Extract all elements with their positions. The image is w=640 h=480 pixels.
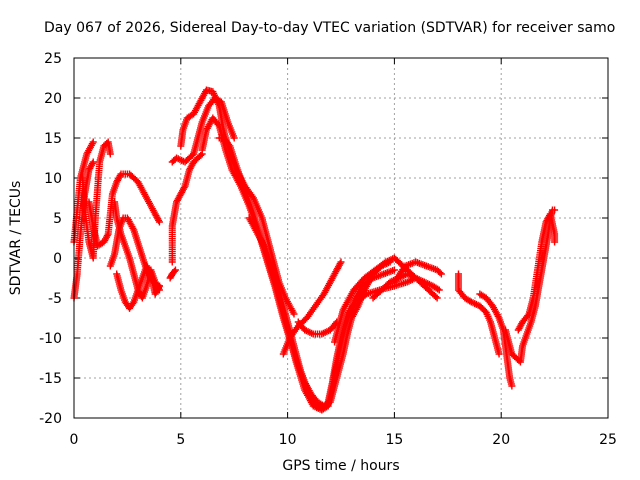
data-point-marker — [524, 312, 532, 320]
y-tick-label: -10 — [39, 331, 62, 347]
data-point-marker — [437, 270, 445, 278]
data-point-marker — [214, 120, 222, 128]
y-tick-label: 15 — [44, 131, 62, 147]
data-point-marker — [435, 286, 443, 294]
data-point-marker — [155, 216, 163, 224]
data-point-marker — [290, 310, 298, 318]
data-series — [294, 318, 341, 338]
x-tick-label: 25 — [599, 432, 617, 448]
y-axis-label: SDTVAR / TECUs — [8, 181, 24, 296]
data-point-marker — [225, 140, 233, 148]
data-point-marker — [336, 260, 344, 268]
y-tick-label: 20 — [44, 91, 62, 107]
x-tick-label: 20 — [492, 432, 510, 448]
data-point-marker — [146, 268, 154, 276]
data-series — [279, 258, 345, 358]
data-series — [168, 94, 238, 166]
data-point-marker — [89, 138, 97, 146]
data-point-marker — [495, 350, 503, 358]
data-point-marker — [106, 150, 114, 158]
y-tick-label: 10 — [44, 171, 62, 187]
data-series — [454, 270, 503, 358]
data-point-marker — [432, 293, 440, 301]
data-point-marker — [155, 284, 163, 292]
data-point-marker — [170, 267, 178, 275]
grid-lines — [74, 58, 608, 418]
y-tick-label: 25 — [44, 51, 62, 67]
data-point-marker — [230, 134, 238, 142]
data-points — [70, 86, 559, 414]
data-point-marker — [180, 184, 188, 192]
x-axis-label: GPS time / hours — [282, 458, 399, 474]
data-point-marker — [88, 160, 96, 168]
data-series — [514, 210, 559, 334]
data-point-marker — [155, 218, 163, 226]
data-point-marker — [390, 266, 398, 274]
data-point-marker — [433, 294, 441, 302]
data-point-marker — [155, 282, 163, 290]
data-series — [166, 266, 179, 282]
data-series — [85, 170, 163, 250]
y-tick-label: 0 — [53, 251, 62, 267]
plot-frame — [73, 57, 609, 419]
data-point-marker — [551, 238, 559, 246]
data-point-marker — [129, 300, 137, 308]
data-point-marker — [337, 258, 345, 266]
x-tick-label: 10 — [279, 432, 297, 448]
chart-title: Day 067 of 2026, Sidereal Day-to-day VTE… — [44, 20, 615, 36]
x-tick-label: 15 — [385, 432, 403, 448]
data-point-marker — [508, 382, 516, 390]
data-point-marker — [89, 158, 97, 166]
y-tick-label: -20 — [39, 411, 62, 427]
data-series — [168, 150, 206, 266]
y-tick-label: 5 — [53, 211, 62, 227]
data-point-marker — [197, 151, 205, 159]
data-point-marker — [436, 269, 444, 277]
data-point-marker — [103, 232, 111, 240]
data-series — [113, 262, 163, 312]
data-point-marker — [171, 266, 179, 274]
x-tick-label: 0 — [70, 432, 79, 448]
y-tick-label: -5 — [48, 291, 62, 307]
y-tick-label: -15 — [39, 371, 62, 387]
x-tick-label: 5 — [176, 432, 185, 448]
data-point-marker — [551, 206, 559, 214]
tick-labels: 0 5 10 15 20 25 -20 -15 -10 -5 0 5 10 15 20 25 — [39, 51, 617, 448]
data-series — [390, 258, 445, 286]
data-point-marker — [434, 285, 442, 293]
